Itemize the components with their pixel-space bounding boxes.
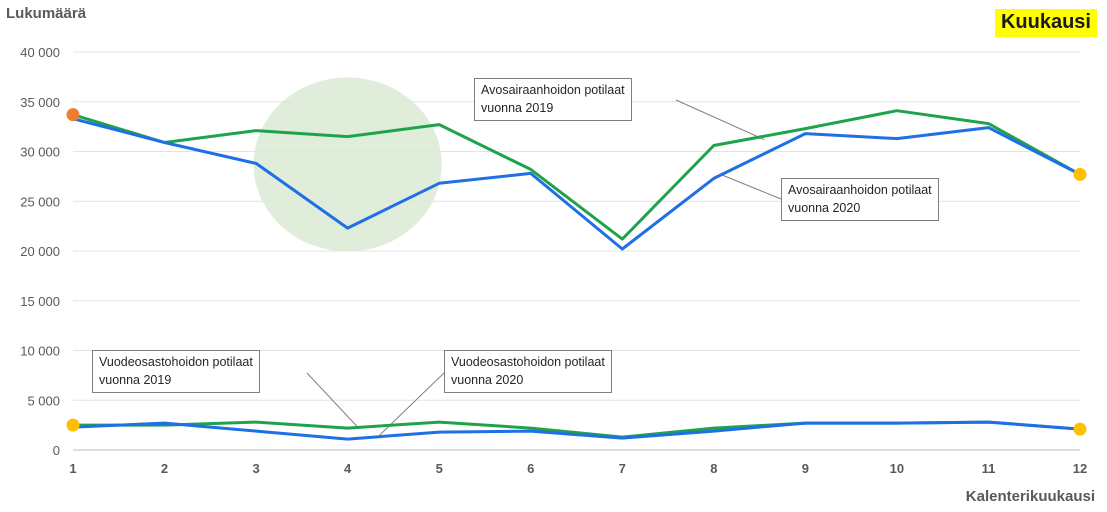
series-line-1: [72, 109, 1081, 241]
y-tick-label: 5 000: [27, 393, 60, 408]
x-tick-label: 5: [436, 461, 443, 476]
x-tick-label: 12: [1073, 461, 1087, 476]
annotation-inpatient-2019-line2: vuonna 2019: [99, 373, 172, 387]
x-tick-label: 4: [344, 461, 352, 476]
x-tick-label: 6: [527, 461, 534, 476]
x-tick-label: 3: [252, 461, 259, 476]
x-tick-label: 7: [619, 461, 626, 476]
data-marker: [66, 108, 80, 122]
annotation-inpatient-2020: Vuodeosastohoidon potilaat vuonna 2020: [444, 350, 612, 393]
annotation-inpatient-2019: Vuodeosastohoidon potilaat vuonna 2019: [92, 350, 260, 393]
annotation-leader-line: [675, 99, 765, 141]
y-axis-label: Lukumäärä: [6, 5, 87, 22]
y-tick-label: 30 000: [20, 145, 60, 160]
annotation-inpatient-2019-line1: Vuodeosastohoidon potilaat: [99, 355, 253, 369]
y-tick-label: 10 000: [20, 344, 60, 359]
y-tick-label: 40 000: [20, 45, 60, 60]
period-badge: Kuukausi: [994, 9, 1097, 37]
y-tick-label: 0: [53, 443, 60, 458]
annotation-leader-line: [722, 174, 782, 200]
x-tick-label: 8: [710, 461, 717, 476]
series-line-4: [72, 420, 1081, 441]
annotation-outpatient-2019-line2: vuonna 2019: [481, 101, 554, 115]
highlight-circle: [253, 77, 442, 252]
x-tick-label: 10: [890, 461, 904, 476]
annotation-inpatient-2020-line1: Vuodeosastohoidon potilaat: [451, 355, 605, 369]
y-tick-label: 35 000: [20, 95, 60, 110]
series-line-2: [72, 117, 1081, 251]
y-tick-label: 25 000: [20, 194, 60, 209]
annotation-outpatient-2020: Avosairaanhoidon potilaat vuonna 2020: [781, 178, 939, 221]
y-tick-label: 15 000: [20, 294, 60, 309]
x-tick-label: 2: [161, 461, 168, 476]
data-marker: [66, 418, 80, 432]
annotation-leader-line: [306, 372, 358, 427]
annotation-outpatient-2019: Avosairaanhoidon potilaat vuonna 2019: [474, 78, 632, 121]
x-tick-label: 1: [69, 461, 76, 476]
data-marker: [1073, 167, 1087, 181]
x-tick-label: 11: [982, 461, 996, 476]
annotation-inpatient-2020-line2: vuonna 2020: [451, 373, 524, 387]
x-axis-label: Kalenterikuukausi: [965, 488, 1095, 505]
data-marker: [1073, 422, 1087, 436]
annotation-outpatient-2020-line1: Avosairaanhoidon potilaat: [788, 183, 932, 197]
y-tick-label: 20 000: [20, 244, 60, 259]
x-tick-label: 9: [802, 461, 809, 476]
annotation-outpatient-2020-line2: vuonna 2020: [788, 201, 861, 215]
annotation-outpatient-2019-line1: Avosairaanhoidon potilaat: [481, 83, 625, 97]
